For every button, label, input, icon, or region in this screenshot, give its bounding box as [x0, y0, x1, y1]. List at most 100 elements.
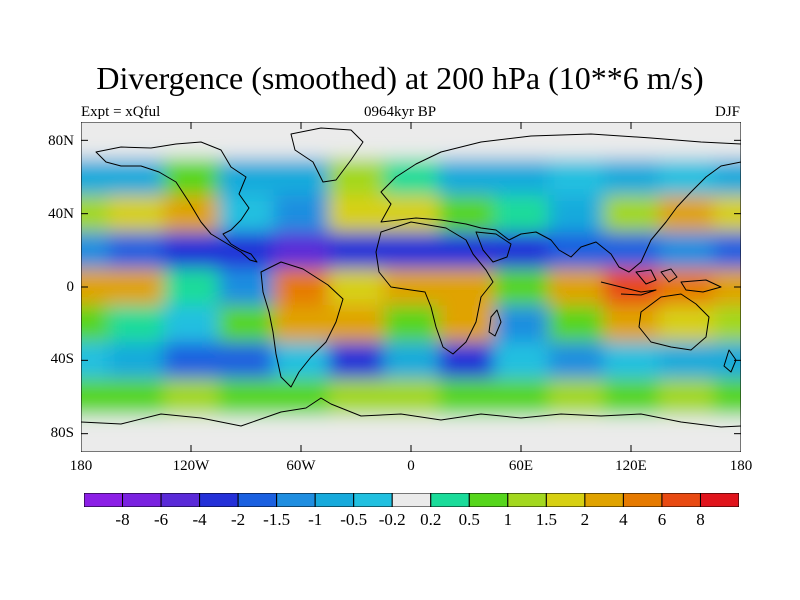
field-cell	[383, 305, 439, 342]
field-cell	[548, 232, 604, 269]
colorbar-level-label: 2	[580, 510, 590, 529]
field-cell	[438, 415, 494, 452]
field-cell	[218, 305, 274, 342]
coastline-arabia	[475, 231, 512, 263]
colorbar-level-label: 1	[503, 510, 513, 529]
y-tick-label: 40N	[48, 206, 74, 222]
field-cell	[603, 195, 659, 232]
field-cell	[493, 158, 549, 196]
field-cell	[438, 158, 494, 196]
field-cell	[328, 378, 384, 416]
field-cell	[328, 158, 384, 196]
colorbar	[84, 493, 739, 507]
colorbar-level-label: -8	[115, 510, 130, 529]
field-cell	[603, 342, 659, 379]
field-cell	[438, 268, 494, 306]
x-tick-label: 120W	[172, 458, 210, 474]
field-cell	[273, 378, 329, 416]
y-tick-label: 80N	[48, 133, 74, 149]
field-cell	[273, 232, 329, 269]
field-cell	[328, 305, 384, 342]
field-cell	[658, 268, 714, 306]
field-cell	[548, 415, 604, 452]
colorbar-level-label: 8	[696, 510, 705, 529]
field-cell	[163, 378, 219, 416]
colorbar-box	[160, 493, 201, 507]
colorbar-box	[622, 493, 663, 507]
field-cell	[493, 378, 549, 416]
colorbar-level-label: 4	[619, 510, 628, 529]
field-cell	[163, 232, 219, 269]
field-cell	[273, 158, 329, 196]
coastline-madagascar	[488, 309, 502, 337]
colorbar-box	[507, 493, 547, 507]
colorbar-level-label: 0.2	[420, 510, 442, 529]
field-cell	[713, 305, 741, 342]
colorbar-level-label: 6	[657, 510, 667, 529]
period-label: 0964kyr BP	[363, 104, 437, 120]
field-cell	[658, 378, 714, 416]
field-cell	[438, 232, 494, 269]
field-cell	[108, 158, 164, 196]
field-cell	[603, 158, 659, 196]
field-cell	[438, 305, 494, 342]
field-cell	[108, 342, 164, 379]
field-cell	[163, 268, 219, 306]
colorbar-box	[699, 493, 739, 507]
field-cell	[81, 158, 109, 196]
colorbar-box	[545, 493, 586, 507]
colorbar-box	[199, 493, 239, 507]
colorbar-level-label: -6	[153, 510, 169, 529]
field-cell	[658, 158, 714, 196]
field-cell	[548, 158, 604, 196]
colorbar-level-label: -0.2	[378, 510, 406, 529]
field-cell	[493, 195, 549, 232]
field-cell	[383, 232, 439, 269]
field-cell	[108, 195, 164, 232]
field-cell	[603, 305, 659, 342]
field-cell	[493, 268, 549, 306]
field-cell	[383, 378, 439, 416]
field-cell	[548, 378, 604, 416]
field-cell	[548, 268, 604, 306]
y-tick-label: 40S	[50, 351, 74, 367]
field-cell	[713, 232, 741, 269]
field-cell	[273, 195, 329, 232]
field-cell	[713, 378, 741, 416]
field-cell	[218, 195, 274, 232]
field-cell	[81, 305, 109, 342]
map-title: Divergence (smoothed) at 200 hPa (10**6 …	[96, 60, 704, 96]
field-cell	[658, 195, 714, 232]
field-cell	[328, 232, 384, 269]
field-cell	[603, 232, 659, 269]
coastline-africa	[375, 221, 494, 355]
y-tick-label: 80S	[50, 425, 74, 441]
coastline-north-america	[95, 141, 258, 263]
field-cell	[328, 342, 384, 379]
field-cell	[493, 305, 549, 342]
field-cell	[218, 378, 274, 416]
field-cell	[218, 342, 274, 379]
colorbar-level-label: -1	[308, 510, 323, 529]
coastline-indonesia	[600, 268, 722, 296]
field-cell	[328, 415, 384, 452]
field-cell	[493, 342, 549, 379]
field-cell	[218, 268, 274, 306]
axis-ticks	[81, 122, 741, 452]
colorbar-box	[430, 493, 470, 507]
field-cell	[603, 268, 659, 306]
experiment-label: Expt = xQful	[81, 104, 161, 120]
coastline-greenland	[290, 127, 364, 183]
field-cell	[273, 268, 329, 306]
field-cell	[108, 415, 164, 452]
field-cell	[658, 305, 714, 342]
field-cell	[713, 158, 741, 196]
x-tick-label: 60W	[286, 458, 316, 474]
field-cell	[81, 232, 109, 269]
field-cell	[438, 195, 494, 232]
x-tick-label: 120E	[615, 458, 647, 474]
divergence-map	[81, 122, 741, 452]
colorbar-box	[122, 493, 162, 507]
field-cell	[658, 232, 714, 269]
field-cell	[108, 378, 164, 416]
